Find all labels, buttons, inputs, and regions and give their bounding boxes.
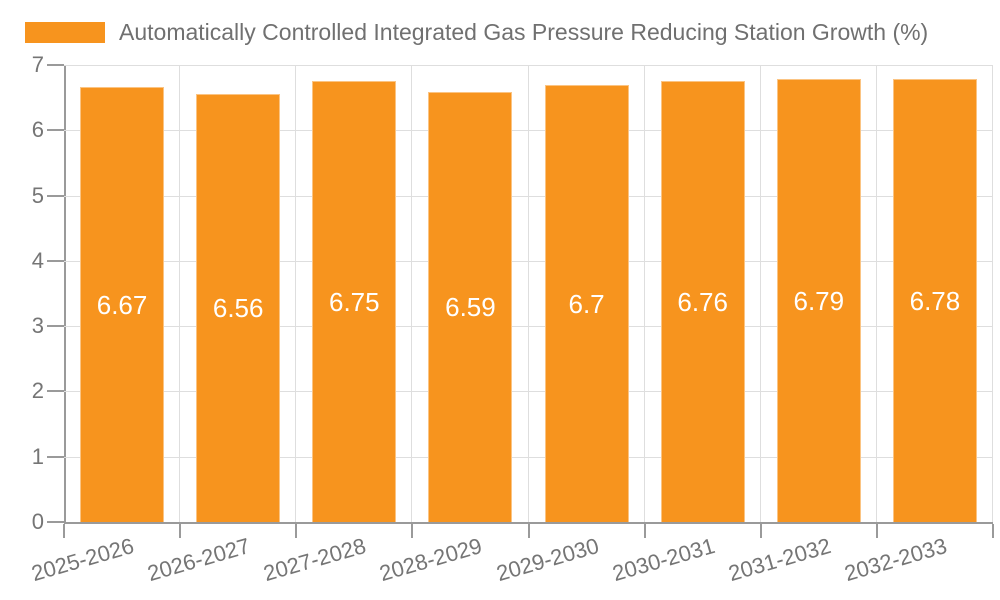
- y-gridline: [64, 260, 993, 262]
- bar-value-label: 6.76: [677, 286, 728, 317]
- y-tick-mark: [47, 129, 64, 132]
- x-tick-mark: [527, 524, 530, 538]
- x-gridline: [643, 65, 645, 522]
- bar-value-label: 6.7: [568, 288, 605, 319]
- y-gridline: [64, 391, 993, 393]
- y-gridline: [64, 65, 993, 66]
- x-tick-mark: [179, 524, 182, 538]
- x-tick-mark: [63, 524, 65, 538]
- y-tick-mark: [47, 259, 64, 262]
- x-tick-mark: [295, 524, 298, 538]
- bar-value-label: 6.67: [96, 289, 148, 320]
- y-gridline: [64, 456, 993, 458]
- y-tick-label: 7: [31, 52, 44, 77]
- bar: 6.79: [776, 78, 861, 522]
- x-gridline: [875, 65, 877, 522]
- bar-value-label: 6.78: [909, 286, 961, 317]
- x-gridline: [411, 65, 413, 522]
- y-tick-label: 6: [31, 117, 44, 143]
- bar: 6.75: [312, 81, 397, 522]
- bar: 6.76: [660, 80, 745, 522]
- y-tick-label: 3: [31, 313, 44, 339]
- x-tick-mark: [875, 524, 878, 538]
- legend-label: Automatically Controlled Integrated Gas …: [119, 19, 929, 45]
- bar-value-label: 6.79: [793, 285, 845, 316]
- x-tick-mark: [759, 524, 762, 538]
- y-tick-label: 5: [31, 182, 44, 208]
- x-gridline: [295, 65, 297, 522]
- legend-swatch-icon: [25, 21, 105, 43]
- y-tick-mark: [47, 455, 64, 458]
- y-tick-label: 0: [31, 509, 44, 534]
- bar: 6.78: [892, 79, 977, 522]
- x-gridline: [179, 65, 181, 522]
- y-tick-label: 1: [31, 443, 44, 469]
- chart-legend[interactable]: Automatically Controlled Integrated Gas …: [25, 18, 928, 46]
- bar: 6.67: [80, 86, 165, 522]
- y-gridline: [64, 130, 993, 132]
- x-tick-mark: [643, 524, 646, 538]
- y-tick-label: 4: [31, 247, 44, 273]
- y-gridline: [64, 326, 993, 328]
- y-tick-mark: [47, 194, 64, 197]
- x-gridline: [527, 65, 529, 522]
- y-tick-label: 2: [31, 378, 44, 404]
- bar-value-label: 6.75: [329, 287, 380, 318]
- y-tick-mark: [47, 64, 64, 66]
- y-axis-line: [64, 65, 66, 524]
- bar: 6.7: [544, 84, 629, 522]
- bar-value-label: 6.56: [212, 293, 264, 324]
- y-tick-mark: [47, 325, 64, 328]
- x-tick-mark: [992, 524, 994, 538]
- y-gridline: [64, 195, 993, 197]
- bar: 6.56: [196, 93, 281, 522]
- x-gridline: [992, 65, 993, 522]
- y-tick-mark: [47, 521, 64, 523]
- bar: 6.59: [428, 91, 513, 522]
- x-gridline: [759, 65, 761, 522]
- y-tick-mark: [47, 390, 64, 393]
- plot-area: 6.67 6.56 6.75 6.59 6.7 6.76 6.79 6.78: [64, 65, 993, 522]
- x-tick-mark: [411, 524, 414, 538]
- x-axis-line: [64, 522, 993, 524]
- bar-value-label: 6.59: [445, 292, 496, 323]
